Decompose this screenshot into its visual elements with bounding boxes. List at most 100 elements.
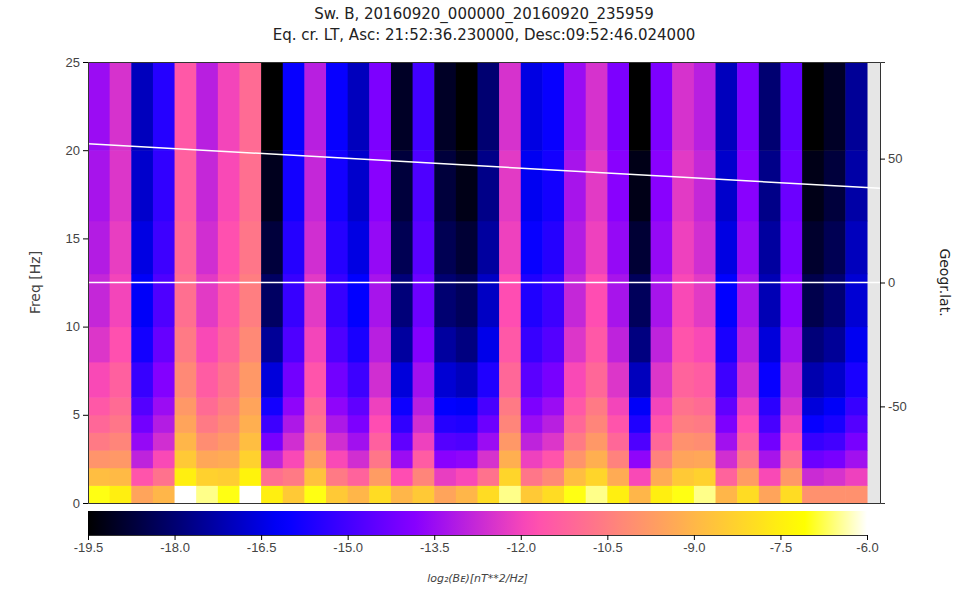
- heat-cell: [239, 362, 261, 398]
- heat-cell: [716, 468, 738, 486]
- heat-cell: [586, 362, 608, 398]
- tick-label: 25: [66, 55, 80, 70]
- heat-cell: [780, 221, 802, 274]
- heat-cell: [716, 450, 738, 468]
- heat-cell: [88, 415, 110, 433]
- tick-mark: [83, 62, 88, 63]
- heat-cell: [434, 468, 456, 486]
- heat-cell: [542, 150, 564, 221]
- heat-cell: [759, 221, 781, 274]
- heat-cell: [88, 221, 110, 274]
- heat-cell: [499, 415, 521, 433]
- heat-cell: [88, 485, 110, 503]
- heat-cell: [521, 415, 543, 433]
- tick-mark: [880, 283, 885, 284]
- heat-cell: [629, 221, 651, 274]
- heat-cell: [737, 415, 759, 433]
- heat-cell: [478, 62, 500, 151]
- heat-cell: [694, 221, 716, 274]
- heat-cell: [369, 62, 391, 151]
- heat-cell: [88, 62, 110, 151]
- heat-cell: [88, 362, 110, 398]
- heat-cell: [672, 62, 694, 151]
- heat-cell: [456, 397, 478, 415]
- heat-cell: [651, 274, 673, 327]
- heat-cell: [586, 327, 608, 363]
- heat-cell: [607, 415, 629, 433]
- heat-cell: [845, 432, 867, 450]
- heat-cell: [737, 468, 759, 486]
- heat-cell: [716, 415, 738, 433]
- tick: 10: [66, 319, 88, 334]
- heat-cell: [153, 62, 175, 151]
- heat-cell: [196, 397, 218, 415]
- heat-cell: [499, 150, 521, 221]
- heat-cell: [413, 432, 435, 450]
- heat-cell: [651, 221, 673, 274]
- heat-cell: [564, 450, 586, 468]
- heat-cell: [564, 415, 586, 433]
- heat-cell: [737, 327, 759, 363]
- heat-cell: [369, 432, 391, 450]
- heat-cell: [434, 485, 456, 503]
- heat-cell: [434, 221, 456, 274]
- heat-cell: [175, 415, 197, 433]
- heat-cell: [218, 221, 240, 274]
- heat-cell: [845, 485, 867, 503]
- tick: -9.0: [683, 535, 705, 555]
- heat-cell: [564, 397, 586, 415]
- heat-cell: [239, 150, 261, 221]
- heat-cell: [110, 221, 132, 274]
- heat-cell: [672, 274, 694, 327]
- heat-cell: [759, 327, 781, 363]
- tick: -10.5: [593, 535, 623, 555]
- heat-cell: [564, 221, 586, 274]
- heat-cell: [629, 362, 651, 398]
- heat-cell: [88, 468, 110, 486]
- heat-cell: [759, 485, 781, 503]
- heat-cell: [348, 362, 370, 398]
- heat-cell: [326, 468, 348, 486]
- heat-cell: [153, 432, 175, 450]
- tick-label: 10: [66, 319, 80, 334]
- heat-cell: [283, 415, 305, 433]
- heat-cell: [261, 150, 283, 221]
- heat-cell: [672, 221, 694, 274]
- heat-cell: [694, 415, 716, 433]
- heat-cell: [478, 485, 500, 503]
- heat-cell: [434, 415, 456, 433]
- heat-cell: [110, 415, 132, 433]
- heat-cell: [651, 397, 673, 415]
- heat-cell: [413, 468, 435, 486]
- heat-cell: [672, 397, 694, 415]
- heat-cell: [694, 362, 716, 398]
- heat-cell: [196, 62, 218, 151]
- heat-cell: [607, 221, 629, 274]
- heat-cell: [261, 362, 283, 398]
- heat-cell: [521, 362, 543, 398]
- heat-cell: [326, 62, 348, 151]
- heat-cell: [304, 468, 326, 486]
- heat-cell: [283, 274, 305, 327]
- heat-cell: [413, 62, 435, 151]
- heat-cell: [629, 327, 651, 363]
- tick-mark: [83, 503, 88, 504]
- heat-cell: [564, 362, 586, 398]
- heat-cell: [629, 397, 651, 415]
- heat-cell: [672, 485, 694, 503]
- heat-cell: [391, 415, 413, 433]
- heat-cell: [175, 362, 197, 398]
- tick-label: 0: [888, 275, 895, 290]
- heat-cell: [607, 62, 629, 151]
- heat-cell: [434, 432, 456, 450]
- heat-cell: [802, 221, 824, 274]
- heat-cell: [607, 150, 629, 221]
- heat-cell: [391, 432, 413, 450]
- heat-cell: [88, 432, 110, 450]
- y2-axis-title: Geogr.lat.: [937, 248, 953, 316]
- tick-label: -19.5: [74, 540, 104, 555]
- colorbar-title: log₂(Bᴇ)[nT**2/Hz]: [427, 572, 528, 585]
- heat-cell: [261, 221, 283, 274]
- heat-cell: [175, 274, 197, 327]
- heat-cell: [802, 485, 824, 503]
